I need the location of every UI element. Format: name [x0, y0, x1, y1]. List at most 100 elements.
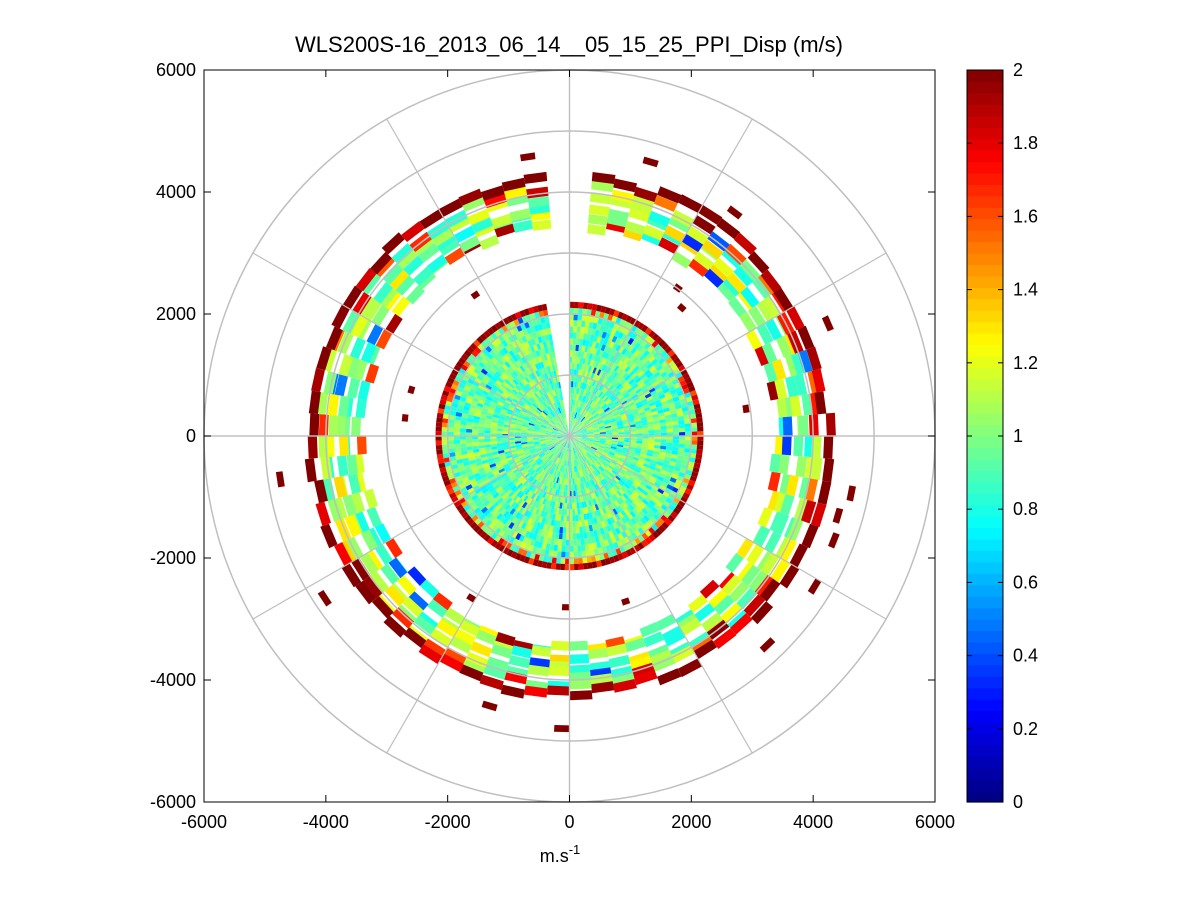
ppi-cell: [508, 427, 516, 431]
ppi-cell: [551, 437, 558, 439]
ppi-cell: [666, 442, 673, 447]
ppi-cell: [651, 473, 659, 479]
ppi-cell: [466, 518, 475, 526]
ppi-cell: [641, 425, 649, 429]
ppi-cell: [490, 539, 498, 548]
ppi-cell: [529, 448, 536, 452]
ppi-cell: [547, 346, 552, 354]
ppi-cell: [617, 461, 624, 467]
ppi-cell: [542, 524, 548, 531]
ppi-cell: [563, 472, 566, 479]
ppi-cell: [609, 450, 616, 455]
ppi-cell: [579, 442, 585, 447]
ppi-cell: [563, 466, 566, 473]
ppi-cell: [498, 385, 506, 392]
ppi-cell: [515, 446, 523, 450]
ppi-cell: [688, 385, 696, 393]
ppi-cell: [579, 443, 585, 448]
ppi-cell: [627, 387, 634, 393]
ppi-cell: [514, 437, 521, 440]
ppi-cell: [554, 424, 560, 429]
ppi-cell: [548, 371, 553, 378]
ppi-cell: [785, 375, 799, 398]
ppi-cell: [503, 370, 511, 377]
ppi-cell: [580, 439, 587, 443]
ppi-cell: [532, 358, 538, 365]
ppi-cell: [575, 431, 581, 434]
ppi-cell: [599, 508, 605, 516]
ppi-cell: [618, 432, 625, 435]
ppi-cell: [499, 515, 506, 523]
ppi-cell: [484, 436, 491, 439]
ppi-cell: [569, 679, 592, 690]
ppi-cell: [589, 359, 594, 367]
ppi-cell: [601, 494, 606, 501]
ppi-cell: [496, 428, 503, 432]
ppi-cell: [593, 441, 600, 444]
ppi-cell: [581, 417, 586, 423]
ppi-cell: [492, 451, 499, 456]
ppi-cell: [612, 515, 619, 523]
ppi-cell: [571, 454, 573, 461]
ppi-cell: [630, 363, 638, 371]
ppi-cell: [463, 385, 471, 392]
ppi-cell: [582, 448, 587, 454]
ppi-cell: [785, 474, 799, 497]
ppi-cell: [570, 442, 572, 448]
ppi-cell: [556, 557, 561, 564]
ppi-cell: [530, 469, 536, 476]
ppi-cell: [617, 444, 624, 448]
ppi-cell: [555, 526, 560, 534]
ppi-cell: [510, 363, 517, 371]
ppi-cell: [683, 414, 691, 420]
ppi-cell: [549, 421, 555, 426]
ppi-cell: [577, 551, 583, 558]
ppi-cell: [476, 464, 484, 470]
ppi-cell: [592, 402, 597, 408]
ppi-cell: [534, 527, 540, 535]
ppi-cell: [594, 415, 601, 420]
ppi-cell: [607, 454, 614, 459]
ppi-cell: [494, 370, 502, 378]
ppi-cell: [562, 447, 565, 453]
ppi-cell: [341, 563, 362, 588]
colorbar-swatch: [967, 367, 1003, 380]
ppi-cell: [512, 494, 519, 502]
ppi-cell: [545, 432, 552, 435]
ppi-cell: [730, 613, 753, 635]
ppi-cell: [574, 381, 578, 388]
ppi-cell: [627, 415, 634, 420]
ppi-cell: [486, 484, 494, 491]
ppi-cell: [308, 390, 321, 414]
ppi-cell: [664, 456, 671, 462]
ppi-cell: [347, 473, 361, 495]
ppi-cell: [375, 329, 393, 350]
ppi-cell: [481, 476, 489, 482]
ppi-cell: [554, 463, 559, 470]
ppi-cell: [594, 414, 600, 419]
ppi-cell: [596, 375, 601, 383]
ppi-cell: [619, 411, 626, 416]
ppi-cell: [505, 479, 512, 485]
ppi-cell: [491, 468, 499, 474]
ppi-cell: [560, 427, 566, 432]
ppi-cell: [601, 386, 607, 393]
ppi-cell: [622, 447, 630, 451]
ppi-cell: [546, 486, 551, 494]
ppi-cell: [587, 436, 594, 438]
ppi-cell: [589, 448, 596, 454]
ppi-cell: [522, 446, 529, 450]
ppi-cell: [541, 445, 548, 449]
ppi-cell: [630, 347, 637, 355]
ppi-cell: [613, 476, 620, 483]
colorbar-swatch: [967, 584, 1003, 597]
ppi-cell: [451, 402, 459, 408]
ppi-cell: [625, 549, 633, 557]
ppi-cell: [607, 490, 613, 497]
ppi-cell: [516, 449, 524, 453]
ppi-cell: [561, 551, 566, 558]
ppi-cell: [558, 420, 563, 427]
ppi-cell: [498, 342, 505, 350]
ppi-cell: [575, 527, 580, 534]
